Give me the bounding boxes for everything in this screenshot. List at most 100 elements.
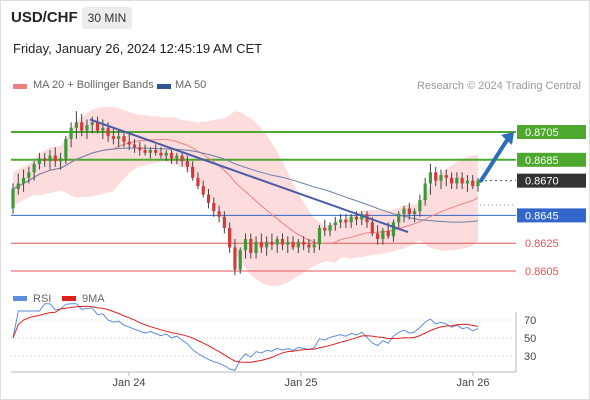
candle-body <box>270 241 274 245</box>
level-label-0.8685: 0.8685 <box>525 155 559 167</box>
candle-body <box>127 141 131 145</box>
candle-body <box>191 166 195 178</box>
x-tick-label: Jan 24 <box>112 377 145 389</box>
level-label-0.8670: 0.8670 <box>525 176 559 188</box>
candle-body <box>32 163 36 173</box>
candle-body <box>238 250 242 270</box>
candles-group <box>11 111 480 276</box>
timestamp-label: Friday, January 26, 2024 12:45:19 AM CET <box>13 41 263 56</box>
candle-body <box>460 177 464 184</box>
candle-body <box>418 200 422 212</box>
candle-body <box>323 227 327 231</box>
ma20-legend-label: MA 20 + Bollinger Bands <box>33 79 154 91</box>
rsi-swatch <box>13 296 27 301</box>
candle-body <box>154 150 158 153</box>
candle-body <box>354 216 359 220</box>
candle-body <box>444 175 448 178</box>
candle-body <box>328 225 332 231</box>
rsi-legend-label: RSI <box>33 293 52 305</box>
level-tag-0.8685 <box>517 152 586 167</box>
candle-body <box>465 180 470 184</box>
candle-body <box>122 136 126 142</box>
symbol-title: USD/CHF <box>11 9 78 26</box>
candle-body <box>397 214 401 223</box>
candle-body <box>455 177 459 184</box>
candle-body <box>16 183 20 189</box>
ma50-line <box>12 147 479 223</box>
candle-body <box>312 244 316 248</box>
candle-body <box>259 241 263 248</box>
candle-body <box>117 136 121 139</box>
candle-body <box>148 150 152 153</box>
candle-body <box>402 208 406 215</box>
rsi-9ma-line <box>12 305 479 363</box>
candle-body <box>280 239 285 245</box>
chart-header: USD/CHF 30 MIN <box>0 0 590 36</box>
candle-body <box>296 241 300 248</box>
level-label-0.8645: 0.8645 <box>525 210 559 222</box>
candle-body <box>423 183 427 201</box>
candle-body <box>376 233 380 240</box>
candle-body <box>407 208 411 215</box>
trend-line <box>89 118 409 234</box>
forecast-arrowhead <box>501 132 514 145</box>
candle-body <box>286 241 290 245</box>
level-label-0.8705: 0.8705 <box>525 127 559 139</box>
rsi-tick-70: 70 <box>524 315 536 327</box>
candle-body <box>370 222 374 234</box>
candle-body <box>169 152 174 159</box>
candle-body <box>339 219 343 223</box>
candle-body <box>391 222 396 237</box>
candle-body <box>412 211 417 215</box>
level-label-0.8605: 0.8605 <box>525 266 559 278</box>
candle-body <box>37 158 42 164</box>
candle-body <box>222 216 226 228</box>
candle-body <box>344 219 348 223</box>
candle-body <box>69 127 73 139</box>
candle-body <box>275 239 279 245</box>
candle-body <box>27 172 31 178</box>
candle-body <box>185 161 189 167</box>
forecast-arrow <box>479 135 511 183</box>
level-tag-0.8670 <box>517 173 586 188</box>
candle-body <box>233 247 237 270</box>
copyright-text: Research © 2024 Trading Central <box>416 80 581 92</box>
candle-body <box>48 155 52 162</box>
candle-body <box>386 230 390 237</box>
ma9-legend-label: 9MA <box>82 293 105 305</box>
candle-body <box>333 222 337 226</box>
candle-body <box>58 158 63 162</box>
candle-body <box>159 152 163 156</box>
ma9-swatch <box>62 296 76 301</box>
candle-body <box>302 241 306 245</box>
candle-body <box>249 239 253 253</box>
candle-body <box>439 175 443 181</box>
candle-body <box>360 214 364 220</box>
rsi-tick-30: 30 <box>524 351 536 363</box>
candle-body <box>434 172 438 181</box>
candle-body <box>212 202 216 212</box>
candle-body <box>201 186 205 195</box>
candle-body <box>132 144 137 148</box>
ma50-swatch <box>157 84 171 89</box>
candle-body <box>449 177 454 184</box>
candle-body <box>11 188 15 209</box>
candle-body <box>106 127 110 137</box>
x-tick-label: Jan 25 <box>284 377 317 389</box>
candle-body <box>21 177 26 184</box>
timeframe-badge[interactable]: 30 MIN <box>82 7 132 29</box>
ma20-swatch <box>13 84 27 89</box>
bollinger-band <box>13 106 478 287</box>
ma50-legend-label: MA 50 <box>175 79 207 91</box>
candle-body <box>228 227 232 248</box>
candle-body <box>138 147 142 151</box>
candle-body <box>64 138 68 159</box>
candle-body <box>243 239 248 251</box>
candle-body <box>85 125 89 131</box>
candle-body <box>291 241 295 248</box>
candle-body <box>349 216 353 223</box>
candle-body <box>90 122 94 126</box>
candle-body <box>471 180 475 187</box>
candle-body <box>43 158 47 162</box>
candle-body <box>164 152 168 156</box>
